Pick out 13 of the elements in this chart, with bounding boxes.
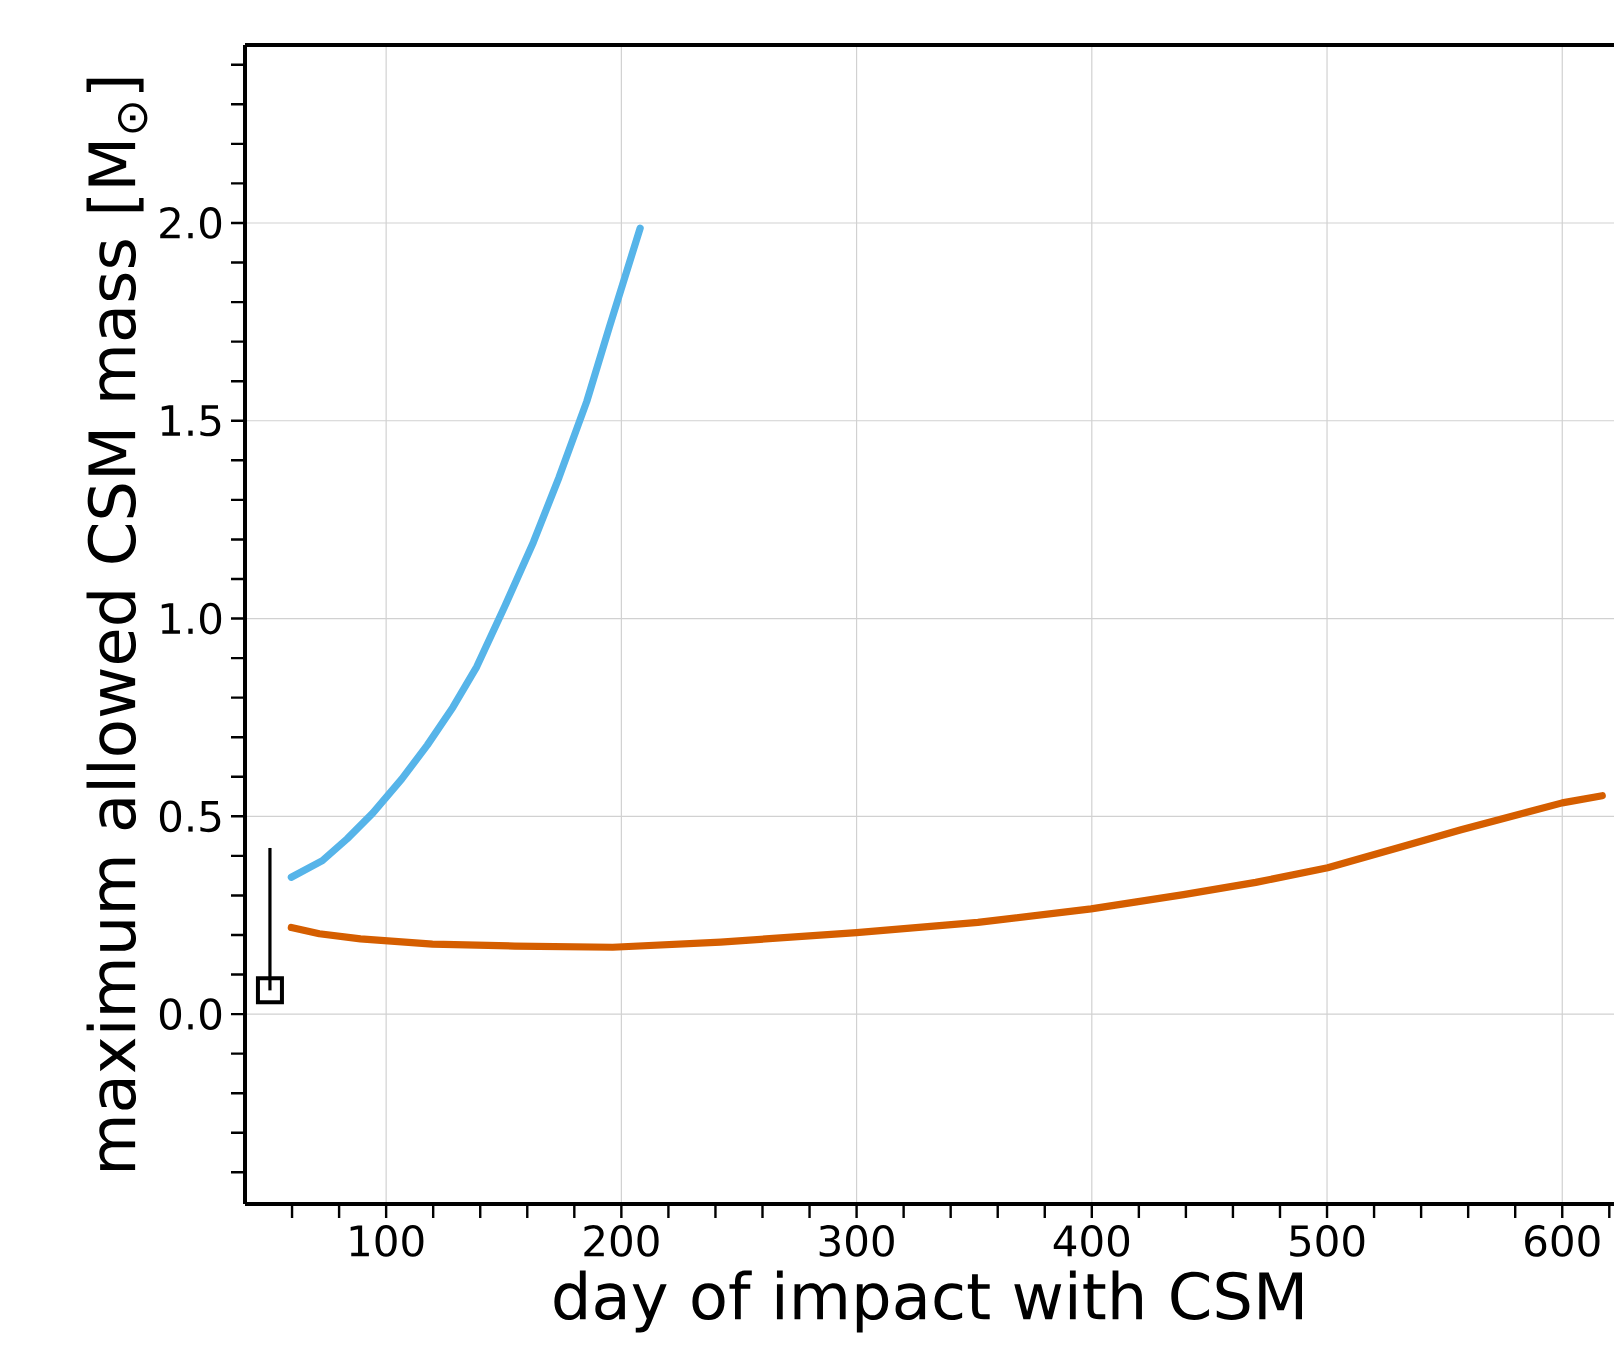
x-tick-label: 300 — [819, 1225, 894, 1257]
x-tick-label: 200 — [584, 1225, 659, 1257]
y-tick-label: 2.0 — [160, 207, 222, 239]
y-axis-title: maximum allowed CSM mass [M$_{⊙}$] — [86, 78, 148, 1170]
x-tick-label: 600 — [1525, 1225, 1600, 1257]
y-tick-label: 0.0 — [159, 998, 222, 1030]
y-tick-label: 0.5 — [159, 800, 221, 833]
x-tick-label: 500 — [1290, 1225, 1365, 1257]
y-tick-label: 1.5 — [161, 405, 221, 437]
y-tick-label: 1.0 — [161, 602, 222, 635]
x-tick-label: 400 — [1053, 1225, 1130, 1257]
x-tick-label: 100 — [350, 1225, 424, 1257]
x-axis-title: day of impact with CSM — [554, 1270, 1302, 1333]
